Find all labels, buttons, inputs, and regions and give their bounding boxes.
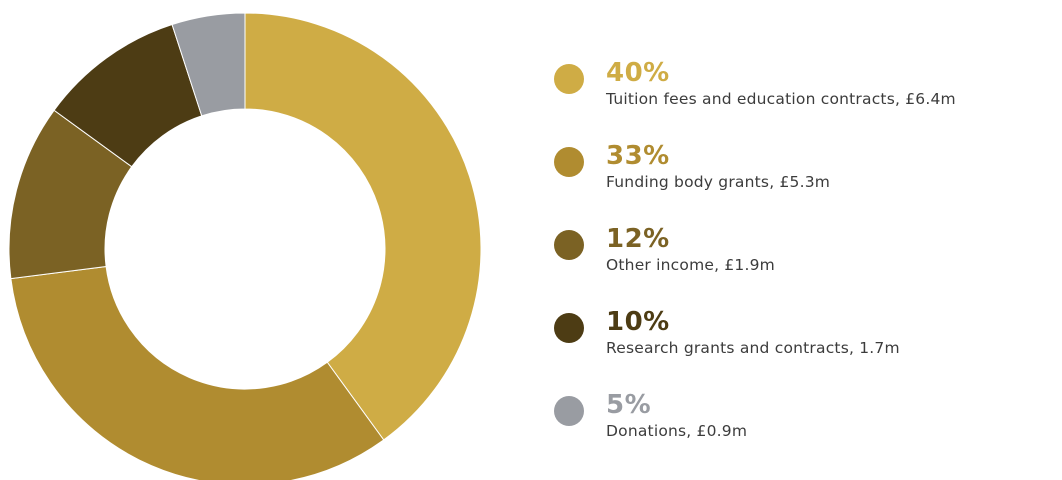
donut-slice-funding <box>10 265 385 480</box>
legend-percent: 12% <box>606 224 670 254</box>
legend-item-other: 12% Other income, £1.9m <box>550 224 1050 307</box>
legend: 40% Tuition fees and education contracts… <box>550 58 1050 473</box>
legend-item-donations: 5% Donations, £0.9m <box>550 390 1050 473</box>
donut-chart <box>8 12 482 480</box>
legend-percent: 5% <box>606 390 652 420</box>
donut-slice-donations <box>171 12 246 117</box>
legend-marker-tuition-icon <box>554 64 584 94</box>
legend-label: Funding body grants, £5.3m <box>606 173 831 191</box>
legend-item-funding: 33% Funding body grants, £5.3m <box>550 141 1050 224</box>
donut-slice-tuition <box>244 12 482 441</box>
legend-percent: 40% <box>606 58 670 88</box>
legend-item-tuition: 40% Tuition fees and education contracts… <box>550 58 1050 141</box>
legend-label: Donations, £0.9m <box>606 422 748 440</box>
legend-marker-other-icon <box>554 230 584 260</box>
legend-marker-donations-icon <box>554 396 584 426</box>
legend-marker-research-icon <box>554 313 584 343</box>
legend-marker-funding-icon <box>554 147 584 177</box>
legend-label: Research grants and contracts, 1.7m <box>606 339 900 357</box>
legend-label: Other income, £1.9m <box>606 256 775 274</box>
legend-item-research: 10% Research grants and contracts, 1.7m <box>550 307 1050 390</box>
legend-percent: 10% <box>606 307 670 337</box>
legend-percent: 33% <box>606 141 670 171</box>
legend-label: Tuition fees and education contracts, £6… <box>606 90 956 108</box>
